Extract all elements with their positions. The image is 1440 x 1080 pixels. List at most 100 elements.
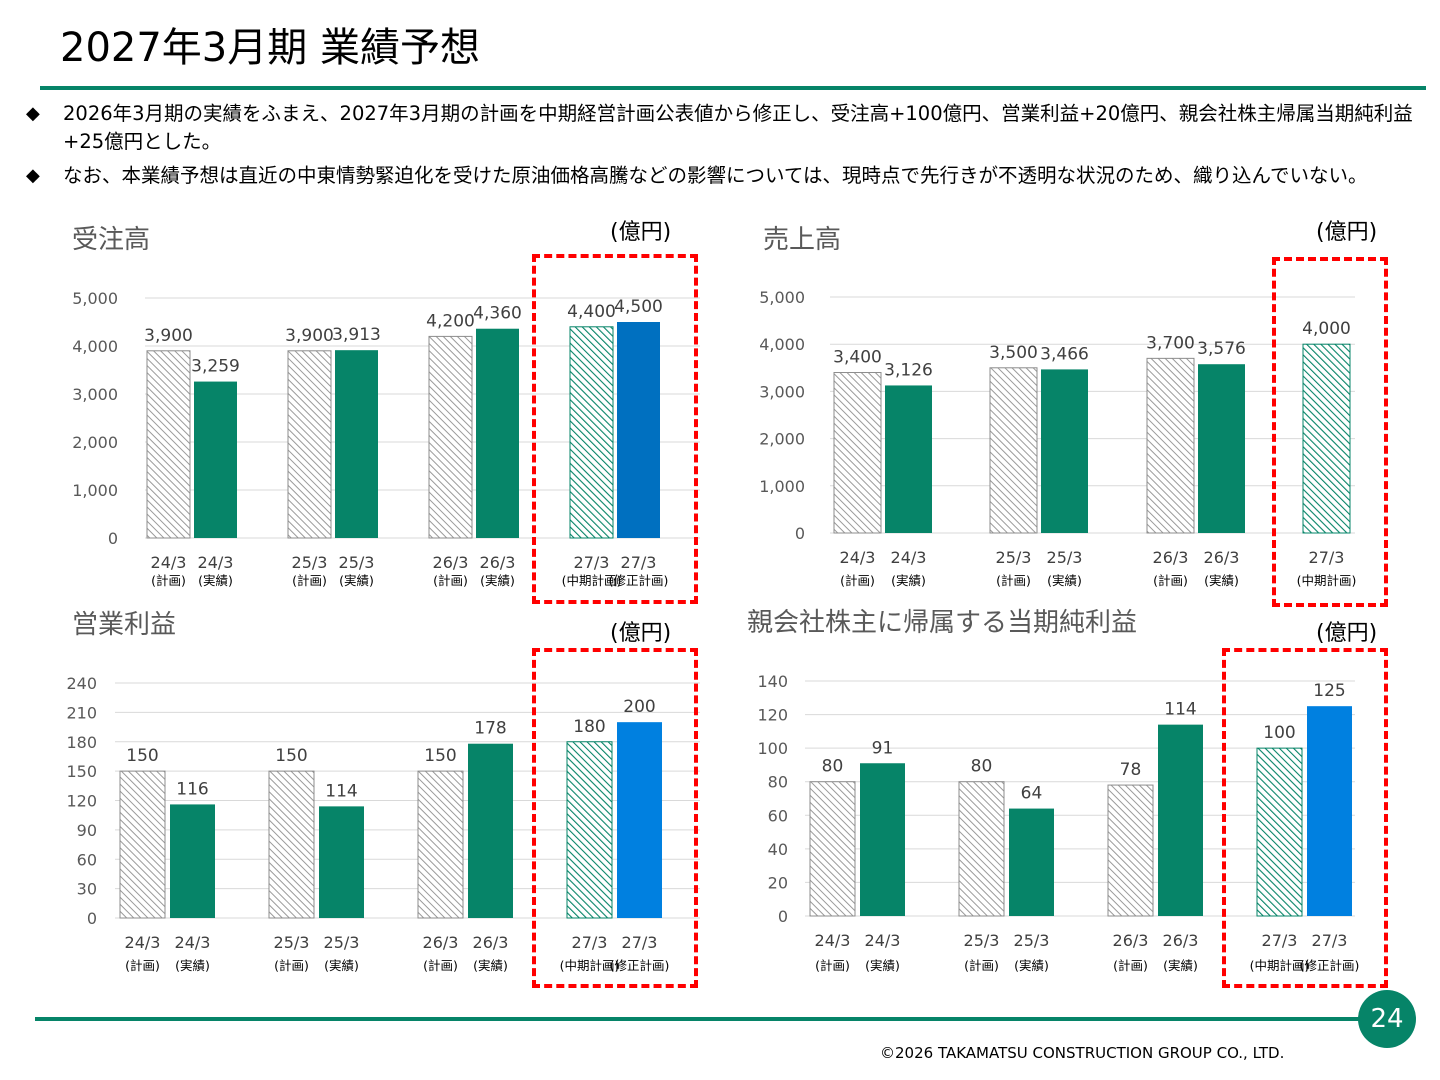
x-category-label: 24/3 xyxy=(865,931,901,950)
data-label: 4,000 xyxy=(1302,319,1351,339)
data-label: 3,400 xyxy=(833,348,882,368)
x-category-sublabel: (実績) xyxy=(480,573,515,588)
x-category-label: 26/3 xyxy=(433,553,469,572)
data-label: 125 xyxy=(1313,681,1345,701)
x-category-sublabel: (中期計画) xyxy=(1250,958,1310,973)
x-category-label: 26/3 xyxy=(1163,931,1199,950)
bar-plan xyxy=(428,335,473,539)
y-tick-label: 150 xyxy=(66,762,97,781)
y-tick-label: 20 xyxy=(768,873,788,892)
data-label: 3,700 xyxy=(1146,333,1195,353)
x-category-sublabel: (計画) xyxy=(292,573,327,588)
y-tick-label: 90 xyxy=(77,821,97,840)
data-label: 4,360 xyxy=(473,304,522,324)
bar-plan xyxy=(417,770,464,919)
x-category-sublabel: (実績) xyxy=(339,573,374,588)
data-label: 3,466 xyxy=(1040,344,1089,364)
y-tick-label: 180 xyxy=(66,733,97,752)
x-category-label: 27/3 xyxy=(572,933,608,952)
x-category-sublabel: (修正計画) xyxy=(609,573,669,588)
bar-midplan xyxy=(569,326,614,539)
y-tick-label: 0 xyxy=(108,529,118,548)
bar-plan xyxy=(958,781,1005,917)
x-category-sublabel: (計画) xyxy=(1153,573,1188,588)
highlight-box-net-income xyxy=(1222,648,1388,988)
x-category-label: 25/3 xyxy=(996,548,1032,567)
y-tick-label: 30 xyxy=(77,880,97,899)
data-label: 178 xyxy=(474,719,506,739)
x-category-sublabel: (計画) xyxy=(815,958,850,973)
data-label: 91 xyxy=(872,738,894,758)
data-label: 3,126 xyxy=(884,360,933,380)
x-category-label: 25/3 xyxy=(1047,548,1083,567)
x-category-sublabel: (計画) xyxy=(964,958,999,973)
net-income-chart: 0 20 40 60 80 100 120 140 80 24/3 (計画) 91 24/3 (実績) 80… xyxy=(757,672,1359,973)
x-category-label: 25/3 xyxy=(292,553,328,572)
data-label: 100 xyxy=(1263,723,1295,743)
y-tick-label: 120 xyxy=(66,792,97,811)
x-category-label: 26/3 xyxy=(480,553,516,572)
x-category-sublabel: (実績) xyxy=(1014,958,1049,973)
orders-chart: 01,0002,0003,0004,0005,0003,90024/3(計画)3… xyxy=(72,289,700,588)
x-category-label: 26/3 xyxy=(1113,931,1149,950)
y-tick-label: 1,000 xyxy=(72,481,118,500)
x-category-sublabel: (中期計画) xyxy=(560,958,620,973)
bar-actual xyxy=(1158,724,1203,916)
bar-actual xyxy=(860,763,905,916)
y-tick-label: 3,000 xyxy=(759,382,805,401)
data-label: 4,500 xyxy=(614,297,663,317)
y-tick-label: 60 xyxy=(77,850,97,869)
data-label: 114 xyxy=(325,781,357,801)
y-tick-label: 140 xyxy=(757,672,788,691)
x-category-sublabel: (実績) xyxy=(891,573,926,588)
x-category-sublabel: (実績) xyxy=(1047,573,1082,588)
x-category-label: 24/3 xyxy=(891,548,927,567)
data-label: 3,259 xyxy=(191,357,240,377)
bullet-item: ◆ 2026年3月期の実績をふまえ、2027年3月期の計画を中期経営計画公表値か… xyxy=(26,100,1426,156)
bar-plan xyxy=(287,350,332,539)
x-category-label: 25/3 xyxy=(339,553,375,572)
x-category-label: 26/3 xyxy=(1153,548,1189,567)
highlight-box-operating-profit xyxy=(532,648,698,988)
page-title: 2027年3月期 業績予想 xyxy=(60,25,480,71)
data-label: 150 xyxy=(424,746,456,766)
bar-revised2 xyxy=(617,722,662,918)
x-category-label: 25/3 xyxy=(1014,931,1050,950)
bar-actual xyxy=(1009,808,1054,916)
highlight-box-sales xyxy=(1272,257,1388,607)
y-tick-label: 210 xyxy=(66,703,97,722)
y-tick-label: 240 xyxy=(66,674,97,693)
copyright-text: ©2026 TAKAMATSU CONSTRUCTION GROUP CO., … xyxy=(880,1044,1285,1062)
y-tick-label: 0 xyxy=(795,524,805,543)
y-tick-label: 2,000 xyxy=(72,433,118,452)
data-label: 3,500 xyxy=(989,343,1038,363)
diamond-bullet-icon: ◆ xyxy=(26,103,40,124)
x-category-label: 27/3 xyxy=(1309,548,1345,567)
data-label: 150 xyxy=(126,746,158,766)
x-category-sublabel: (計画) xyxy=(840,573,875,588)
x-category-label: 25/3 xyxy=(964,931,1000,950)
data-label: 80 xyxy=(971,757,993,777)
x-category-label: 27/3 xyxy=(1312,931,1348,950)
bar-actual xyxy=(335,350,378,538)
data-label: 4,400 xyxy=(567,302,616,322)
chart-title-net-income: 親会社株主に帰属する当期純利益 xyxy=(747,608,1138,638)
x-category-sublabel: (実績) xyxy=(175,958,210,973)
x-category-sublabel: (計画) xyxy=(996,573,1031,588)
unit-label-net-income: (億円) xyxy=(1316,621,1378,646)
x-category-sublabel: (実績) xyxy=(1204,573,1239,588)
x-category-sublabel: (実績) xyxy=(865,958,900,973)
x-category-sublabel: (計画) xyxy=(433,573,468,588)
x-category-label: 27/3 xyxy=(1262,931,1298,950)
x-category-label: 24/3 xyxy=(151,553,187,572)
bullet-text: 2026年3月期の実績をふまえ、2027年3月期の計画を中期経営計画公表値から修… xyxy=(63,102,1413,153)
x-category-label: 24/3 xyxy=(125,933,161,952)
data-label: 116 xyxy=(176,779,208,799)
y-tick-label: 120 xyxy=(757,706,788,725)
y-tick-label: 0 xyxy=(87,909,97,928)
x-category-sublabel: (計画) xyxy=(423,958,458,973)
y-tick-label: 60 xyxy=(768,806,788,825)
x-category-label: 24/3 xyxy=(840,548,876,567)
bar-plan xyxy=(1107,784,1154,917)
bar-actual xyxy=(468,743,513,918)
